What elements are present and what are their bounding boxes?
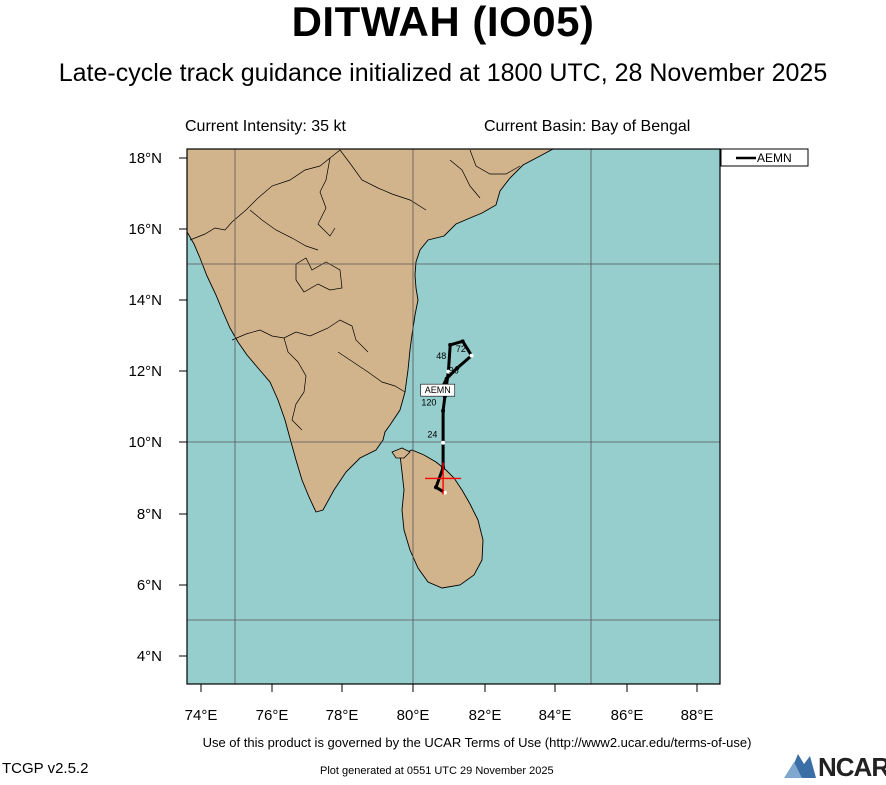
land-sri-lanka bbox=[399, 449, 484, 589]
terms-of-use: Use of this product is governed by the U… bbox=[202, 735, 752, 750]
lon-tick-76: 76°E bbox=[256, 707, 289, 724]
forecast-hour-label: 48 bbox=[436, 351, 446, 361]
forecast-hour-label: 72 bbox=[456, 344, 466, 354]
forecast-hour-label: 24 bbox=[427, 429, 437, 439]
ncar-logo-icon bbox=[784, 754, 816, 778]
current-basin: Current Basin: Bay of Bengal bbox=[484, 118, 691, 135]
state-borders bbox=[189, 149, 521, 431]
lon-tick-78: 78°E bbox=[326, 707, 359, 724]
map-title: DITWAH (IO05) bbox=[291, 0, 595, 45]
lon-tick-88: 88°E bbox=[681, 707, 714, 724]
plot-frame bbox=[186, 148, 721, 685]
ncar-logo: NCAR bbox=[784, 750, 886, 782]
lat-tick-8: 8°N bbox=[137, 506, 162, 523]
track-point bbox=[469, 353, 474, 358]
lon-tick-82: 82°E bbox=[469, 707, 502, 724]
version-label: TCGP v2.5.2 bbox=[2, 760, 89, 777]
gridlines bbox=[187, 149, 720, 684]
track-model-label-box bbox=[420, 383, 456, 397]
track-model-label: AEMN bbox=[425, 385, 451, 395]
lat-tick-16: 16°N bbox=[128, 221, 162, 238]
ncar-logo-text: NCAR bbox=[818, 752, 886, 782]
track-layer: 24 48 72 96 120 AEMN bbox=[420, 339, 474, 495]
track-point bbox=[441, 440, 446, 445]
track-point bbox=[441, 408, 446, 413]
legend: AEMN bbox=[720, 148, 809, 167]
track-point bbox=[455, 366, 460, 371]
track-point bbox=[444, 376, 449, 381]
track-point bbox=[442, 490, 447, 495]
lat-tick-14: 14°N bbox=[128, 292, 162, 309]
forecast-hour-label: 96 bbox=[449, 365, 459, 375]
lat-tick-10: 10°N bbox=[128, 434, 162, 451]
lon-tick-74: 74°E bbox=[185, 707, 218, 724]
current-intensity: Current Intensity: 35 kt bbox=[185, 118, 346, 135]
lat-tick-12: 12°N bbox=[128, 363, 162, 380]
axis-ticks bbox=[179, 157, 698, 692]
forecast-hour-label: 120 bbox=[421, 397, 436, 407]
lon-tick-86: 86°E bbox=[611, 707, 644, 724]
lat-tick-4: 4°N bbox=[137, 648, 162, 665]
lon-tick-84: 84°E bbox=[539, 707, 572, 724]
track-point bbox=[460, 339, 465, 344]
lon-tick-80: 80°E bbox=[397, 707, 430, 724]
lat-tick-18: 18°N bbox=[128, 150, 162, 167]
plot-generated: Plot generated at 0551 UTC 29 November 2… bbox=[320, 765, 554, 777]
track-point bbox=[446, 369, 451, 374]
land-india bbox=[187, 149, 554, 513]
lat-tick-6: 6°N bbox=[137, 577, 162, 594]
track-point bbox=[433, 485, 438, 490]
track-point bbox=[448, 342, 453, 347]
map-subtitle: Late-cycle track guidance initialized at… bbox=[58, 59, 828, 87]
land-jaffna bbox=[391, 447, 411, 459]
legend-label: AEMN bbox=[757, 151, 792, 165]
